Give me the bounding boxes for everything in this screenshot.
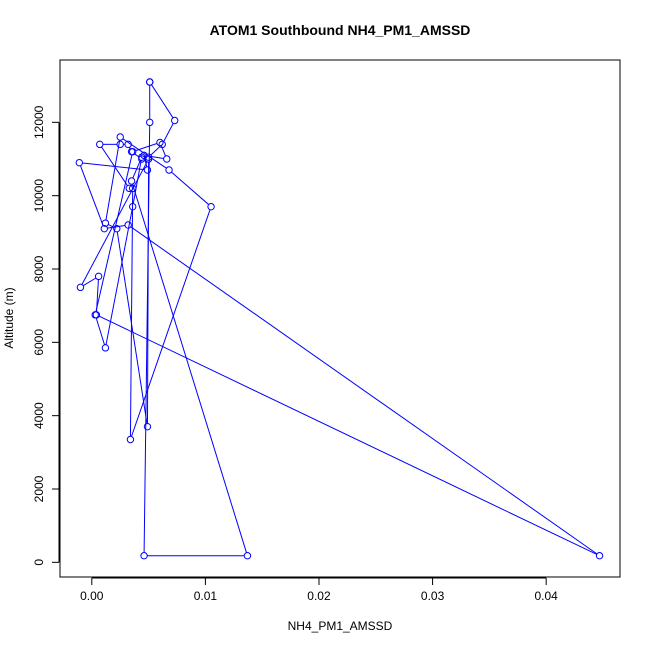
series-line-segment [129, 191, 134, 437]
x-tick-label: 0.03 [421, 589, 445, 603]
data-point [125, 184, 133, 193]
data-point [143, 422, 152, 431]
data-point [76, 283, 85, 292]
data-point [101, 219, 110, 227]
y-tick-label: 2000 [32, 475, 46, 502]
series-line-segment [116, 231, 148, 424]
y-tick-label: 8000 [32, 255, 46, 282]
data-point [243, 552, 252, 560]
series-line-segment [108, 224, 115, 228]
data-point [94, 272, 103, 281]
data-point [158, 140, 166, 149]
series-line-segment [96, 279, 99, 312]
data-point [128, 184, 137, 193]
y-axis: 0 2000 4000 6000 8000 10000 12000 [32, 105, 60, 566]
series-line-segment [82, 162, 145, 171]
series-lines [79, 84, 598, 557]
series-line-segment [122, 138, 167, 169]
x-tick-label: 0.04 [534, 589, 558, 603]
series-line-segment [150, 146, 161, 156]
data-point [128, 202, 137, 211]
series-line-segment [95, 154, 133, 312]
data-point [156, 138, 164, 147]
data-point [146, 78, 154, 86]
series-line-segment [99, 315, 597, 555]
data-point [163, 155, 171, 163]
data-point [146, 118, 154, 127]
data-point [138, 155, 146, 163]
y-tick-label: 12000 [32, 105, 46, 139]
series-line-segment [79, 165, 104, 226]
data-point [165, 166, 173, 174]
series-line-segment [151, 84, 174, 119]
x-axis: 0.00 0.01 0.02 0.03 0.04 [80, 577, 558, 603]
data-point [207, 202, 215, 211]
series-line-segment [101, 146, 128, 186]
data-point [127, 147, 136, 156]
series-line-segment [163, 123, 174, 142]
series-line-segment [132, 183, 247, 553]
data-point [140, 151, 148, 160]
data-point [143, 166, 152, 174]
y-tick-label: 6000 [32, 329, 46, 356]
series-line-segment [146, 162, 150, 424]
data-point [75, 158, 84, 167]
x-tick-label: 0.00 [80, 589, 104, 603]
y-tick-label: 4000 [32, 402, 46, 429]
y-tick-label: 0 [32, 559, 46, 566]
y-axis-label: Altitude (m) [2, 287, 16, 348]
series-points [75, 78, 604, 560]
series-line-segment [130, 226, 598, 555]
data-point [96, 140, 104, 149]
data-point [140, 552, 148, 560]
chart-title: ATOM1 Southbound NH4_PM1_AMSSD [210, 22, 471, 38]
series-line-segment [105, 209, 133, 345]
series-line-segment [131, 209, 211, 437]
x-axis-label: NH4_PM1_AMSSD [288, 619, 393, 633]
plot-frame [59, 59, 621, 578]
data-point [595, 552, 604, 560]
data-point [144, 153, 153, 161]
data-point [100, 224, 109, 233]
series-line-segment [107, 224, 126, 229]
data-point [124, 221, 132, 229]
data-point [92, 311, 101, 319]
series-line-segment [171, 171, 209, 205]
data-point [113, 224, 121, 233]
series-line-segment [81, 161, 148, 285]
series-line-segment [105, 140, 121, 221]
x-tick-label: 0.02 [307, 589, 331, 603]
data-point [116, 140, 124, 149]
data-point [101, 344, 110, 352]
x-tick-label: 0.01 [194, 589, 218, 603]
data-point [127, 177, 136, 185]
data-point [116, 133, 124, 141]
data-point [124, 140, 132, 149]
series-line-segment [95, 317, 105, 345]
series-line-segment [132, 160, 142, 204]
data-point [126, 435, 135, 444]
data-point [171, 116, 179, 125]
y-tick-label: 10000 [32, 179, 46, 213]
series-line-segment [82, 277, 97, 287]
